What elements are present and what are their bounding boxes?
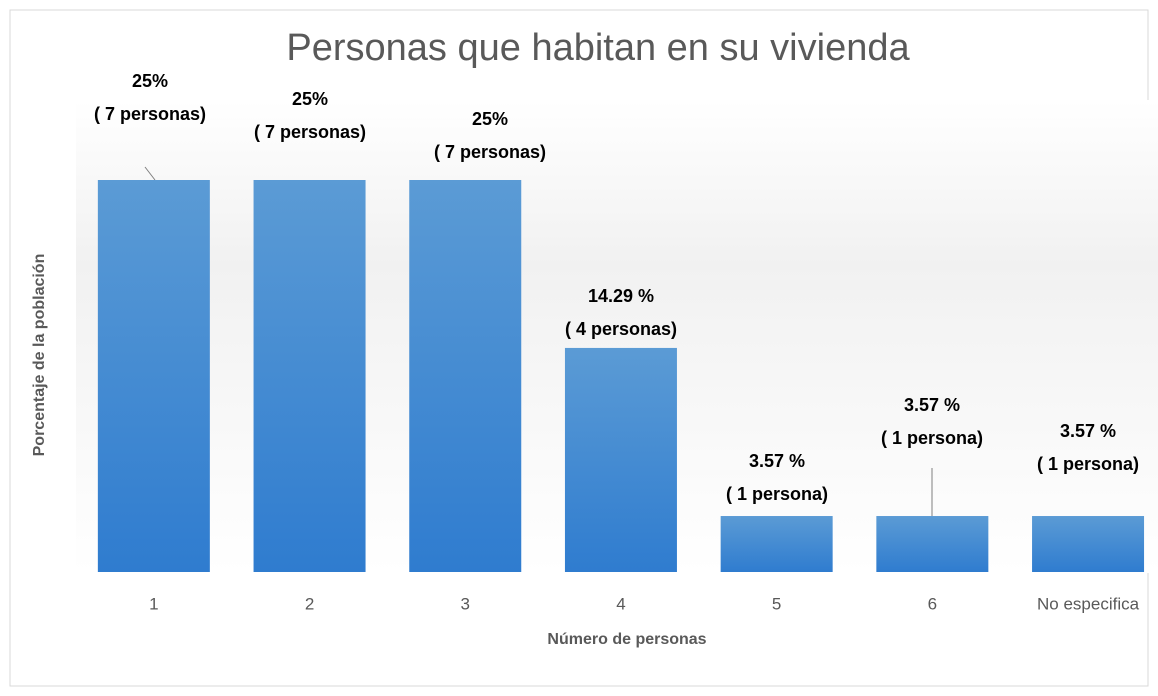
- data-label: 25%: [472, 109, 508, 129]
- x-tick-label: 6: [928, 594, 937, 613]
- x-tick-label: 4: [616, 594, 625, 613]
- data-label: 3.57 %: [904, 395, 960, 415]
- bar: [564, 347, 677, 572]
- bar: [253, 180, 366, 572]
- x-axis-title: Número de personas: [547, 631, 706, 648]
- bar: [876, 516, 989, 572]
- data-label-annotation: ( 1 persona): [881, 428, 983, 448]
- data-label: 3.57 %: [1060, 421, 1116, 441]
- data-label: 25%: [132, 71, 168, 91]
- bar: [409, 180, 522, 572]
- data-label: 3.57 %: [749, 451, 805, 471]
- data-label-annotation: ( 7 personas): [94, 104, 206, 124]
- chart-title: Personas que habitan en su vivienda: [286, 27, 910, 69]
- bar: [720, 516, 833, 572]
- data-label-annotation: ( 4 personas): [565, 319, 677, 339]
- x-tick-label: 5: [772, 594, 781, 613]
- x-tick-label: 3: [461, 594, 470, 613]
- x-tick-label: 2: [305, 594, 314, 613]
- bar: [97, 180, 210, 572]
- x-tick-label: No especifica: [1037, 594, 1140, 613]
- y-axis-title: Porcentaje de la población: [31, 254, 48, 457]
- data-label-annotation: ( 1 persona): [1037, 454, 1139, 474]
- data-label-annotation: ( 7 personas): [254, 122, 366, 142]
- data-label: 25%: [292, 89, 328, 109]
- x-tick-label: 1: [149, 594, 158, 613]
- bar: [1032, 516, 1145, 572]
- data-label-annotation: ( 7 personas): [434, 142, 546, 162]
- data-label-annotation: ( 1 persona): [726, 484, 828, 504]
- data-label: 14.29 %: [588, 286, 654, 306]
- leader-line: [144, 166, 156, 181]
